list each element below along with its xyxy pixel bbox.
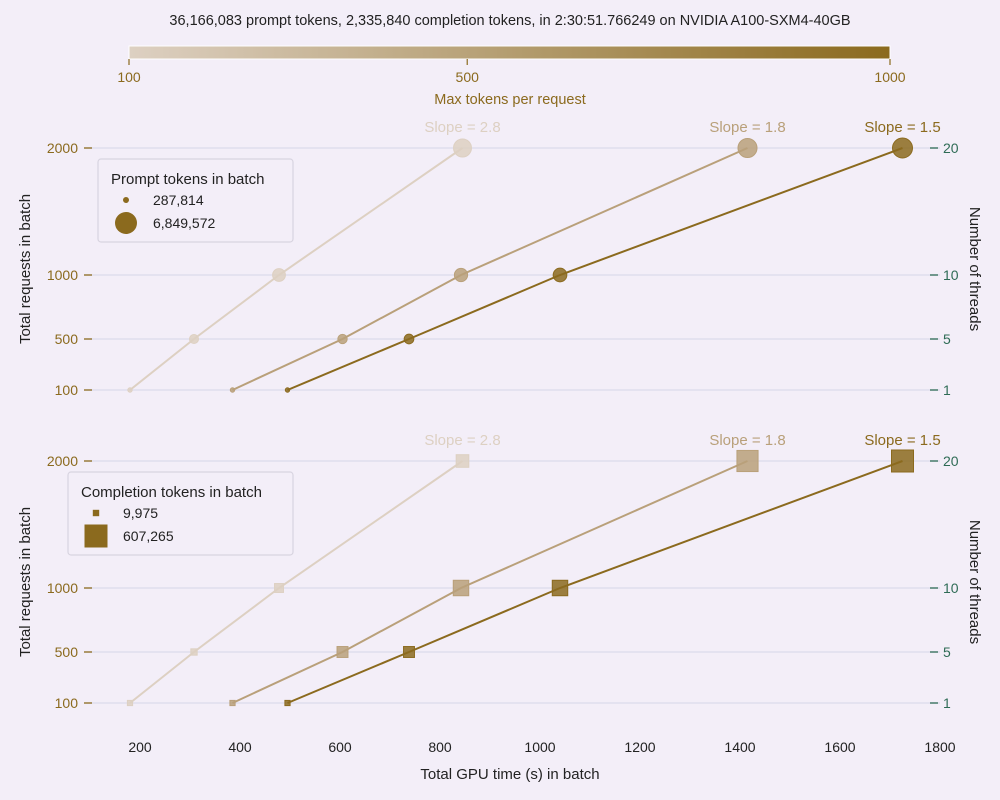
prompt-tokens-panel: 100 1 500 5 1000 10 2000 20 Total requests in ba… [17, 119, 983, 398]
left-tick-label: 500 [55, 644, 79, 660]
slope-label: Slope = 2.8 [424, 119, 500, 136]
x-tick-label: 1800 [924, 739, 955, 755]
series-line [287, 147, 903, 391]
legend-marker [115, 212, 137, 234]
data-point [736, 449, 759, 473]
right-tick-label: 20 [943, 453, 959, 469]
series-max-tokens-500: Slope = 1.8 [229, 432, 786, 707]
x-axis-label: Total GPU time (s) in batch [420, 766, 599, 783]
left-tick-label: 100 [55, 382, 79, 398]
colorbar-tick-label: 100 [117, 69, 141, 85]
data-point [455, 454, 470, 468]
data-point [336, 646, 349, 658]
legend: Prompt tokens in batch 287,814 6,849,572 [97, 158, 294, 243]
colorbar-tick-label: 1000 [874, 69, 905, 85]
legend-entry: 607,265 [123, 528, 174, 544]
right-tick-label: 5 [943, 644, 951, 660]
left-tick-label: 1000 [47, 267, 78, 283]
data-point [551, 579, 569, 597]
x-tick-label: 200 [128, 739, 152, 755]
x-tick-label: 600 [328, 739, 352, 755]
x-tick-label: 1600 [824, 739, 855, 755]
y-axis-label: Total requests in batch [17, 507, 34, 657]
data-point [403, 646, 415, 658]
y-axis-label-right: Number of threads [966, 207, 983, 331]
right-tick-label: 1 [943, 382, 951, 398]
data-point [284, 387, 291, 393]
slope-label: Slope = 2.8 [424, 432, 500, 449]
legend: Completion tokens in batch 9,975 607,265 [67, 471, 294, 556]
legend-title: Completion tokens in batch [81, 484, 262, 501]
data-point [891, 449, 914, 473]
data-point [403, 333, 415, 345]
series-max-tokens-100: Slope = 2.8 [127, 119, 501, 393]
left-tick-label: 2000 [47, 140, 78, 156]
data-point [892, 137, 913, 159]
data-point [737, 137, 758, 159]
colorbar-gradient [128, 45, 891, 60]
data-point [126, 699, 134, 707]
x-tick-label: 1200 [624, 739, 655, 755]
legend-marker [84, 524, 108, 548]
right-tick-label: 10 [943, 580, 959, 596]
series-line [129, 147, 464, 391]
legend-box [67, 471, 294, 556]
data-point [229, 387, 236, 393]
chart-title: 36,166,083 prompt tokens, 2,335,840 comp… [169, 13, 850, 29]
data-point [453, 267, 469, 283]
completion-tokens-panel: 100 1 500 5 1000 10 2000 20 Total requests in ba… [17, 432, 983, 711]
series-max-tokens-500: Slope = 1.8 [229, 119, 786, 393]
data-point [274, 583, 284, 593]
legend-marker [123, 197, 129, 203]
right-tick-label: 20 [943, 140, 959, 156]
series-max-tokens-1000: Slope = 1.5 [284, 119, 941, 393]
data-point [229, 699, 236, 707]
x-tick-label: 800 [428, 739, 452, 755]
y-axis-label-right: Number of threads [966, 520, 983, 644]
data-point [190, 648, 198, 656]
series-max-tokens-100: Slope = 2.8 [126, 432, 501, 707]
data-point [188, 333, 200, 345]
data-point [337, 333, 348, 345]
right-tick-label: 10 [943, 267, 959, 283]
colorbar-tick-label: 500 [456, 69, 480, 85]
legend-entry: 9,975 [123, 505, 158, 521]
x-tick-label: 1400 [724, 739, 755, 755]
data-point [127, 387, 133, 393]
left-tick-label: 100 [55, 695, 79, 711]
legend-entry: 6,849,572 [153, 215, 215, 231]
data-point [272, 268, 286, 282]
left-tick-label: 500 [55, 331, 79, 347]
x-axis: 200 400 600 800 1000 1200 1400 1600 1800 Total GP… [128, 739, 955, 783]
right-tick-label: 5 [943, 331, 951, 347]
x-tick-label: 1000 [524, 739, 555, 755]
series-line [287, 460, 903, 704]
legend-title: Prompt tokens in batch [111, 171, 264, 188]
legend-box [97, 158, 294, 243]
series-max-tokens-1000: Slope = 1.5 [284, 432, 941, 707]
colorbar: 100 500 1000 Max tokens per request [117, 45, 906, 108]
legend-marker [92, 509, 100, 517]
data-point [453, 138, 472, 158]
x-tick-label: 400 [228, 739, 252, 755]
slope-label: Slope = 1.8 [709, 432, 785, 449]
slope-label: Slope = 1.5 [864, 432, 940, 449]
slope-label: Slope = 1.5 [864, 119, 940, 136]
series-line [129, 460, 464, 704]
y-axis-label: Total requests in batch [17, 194, 34, 344]
data-point [552, 267, 568, 283]
series-line [232, 147, 748, 391]
colorbar-ticks: 100 500 1000 [117, 59, 906, 85]
data-point [284, 699, 291, 707]
colorbar-label: Max tokens per request [434, 92, 586, 108]
legend-entry: 287,814 [153, 192, 204, 208]
series-line [232, 460, 748, 704]
right-tick-label: 1 [943, 695, 951, 711]
slope-label: Slope = 1.8 [709, 119, 785, 136]
left-tick-label: 1000 [47, 580, 78, 596]
left-tick-label: 2000 [47, 453, 78, 469]
data-point [452, 579, 470, 597]
